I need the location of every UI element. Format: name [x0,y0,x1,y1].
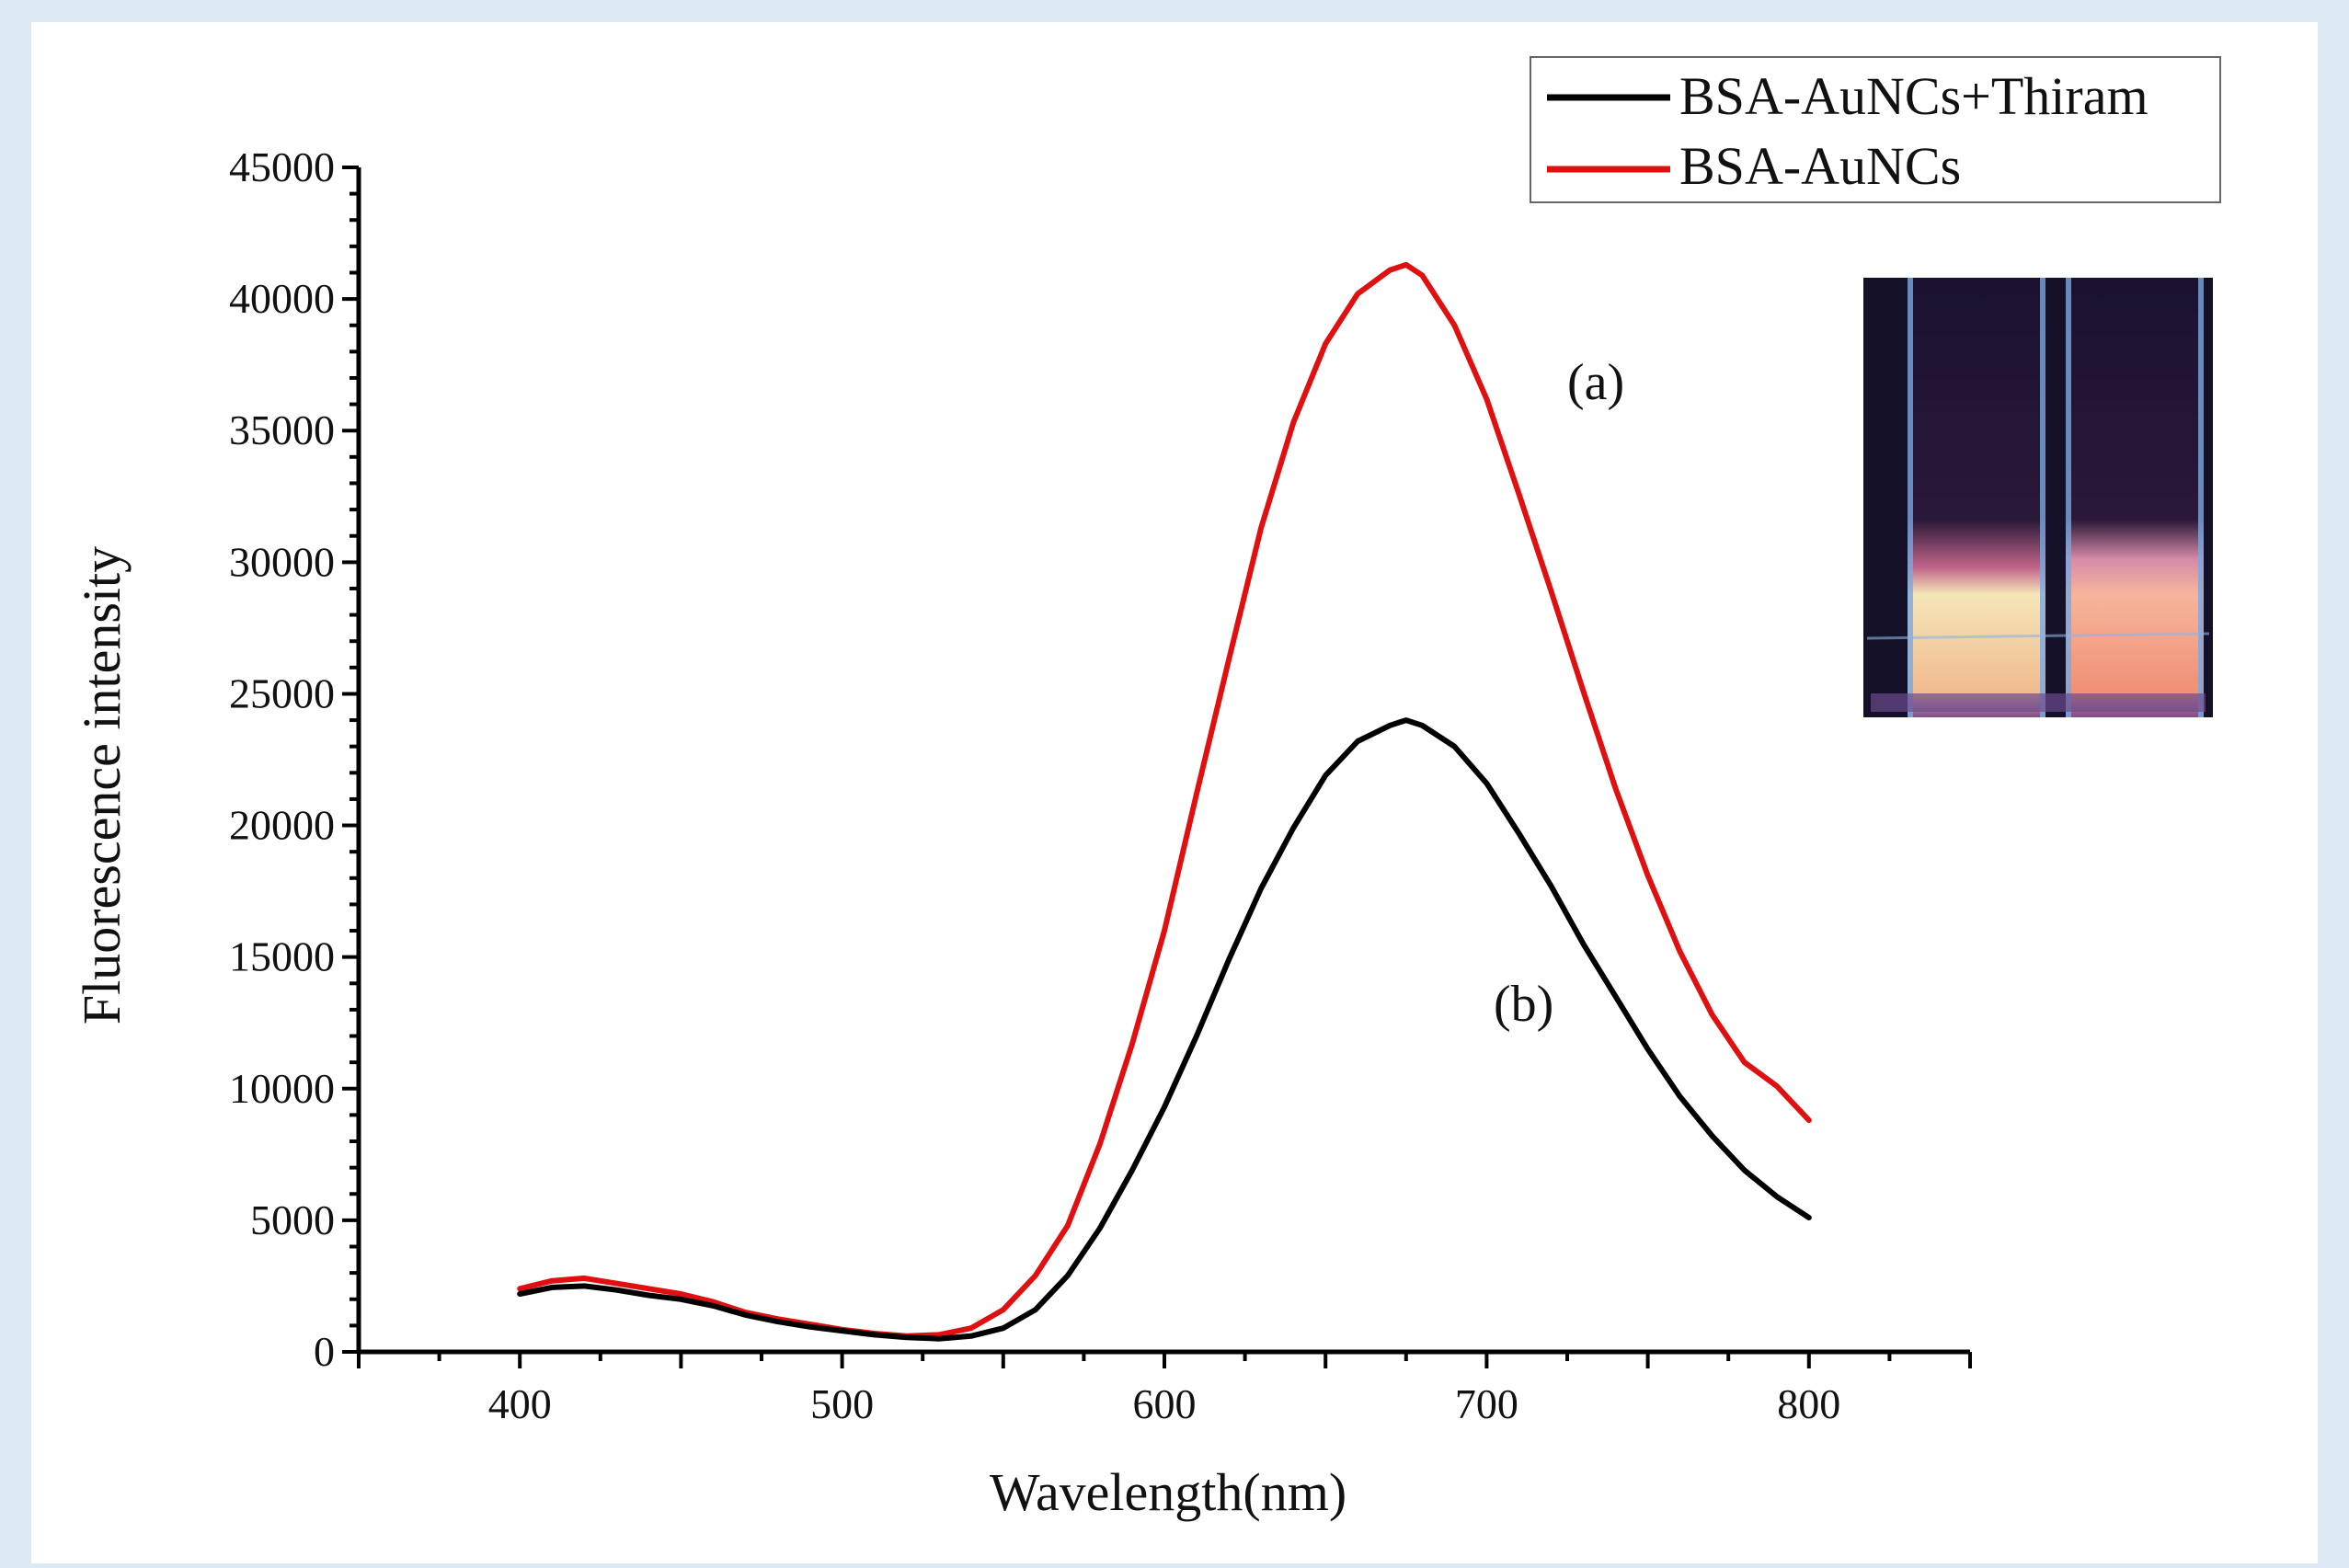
y-tick-label: 10000 [229,1065,335,1112]
x-tick-label: 600 [1133,1380,1197,1427]
fluorescence-chart: 400 500 600 700 800 0 5000 10000 15000 20000 25000… [72,56,2221,1522]
x-tick-label: 500 [810,1380,874,1427]
legend-box [1530,56,2221,203]
legend: BSA-AuNCs+Thiram BSA-AuNCs [1530,56,2221,203]
y-tick-label: 35000 [229,406,335,453]
y-tick-label: 15000 [229,933,335,980]
annotation-a: (a) [1567,354,1624,411]
legend-label-thiram: BSA-AuNCs+Thiram [1679,66,2148,126]
x-tick-label: 800 [1777,1380,1840,1427]
series-layer [517,261,1812,1342]
y-tick-label: 5000 [250,1196,335,1243]
series-line-bsa-aunc-thiram [517,717,1812,1342]
annotation-b: (b) [1494,976,1553,1033]
y-tick-label: 30000 [229,538,335,585]
figure-frame: 400 500 600 700 800 0 5000 10000 15000 20000 25000… [31,22,2318,1563]
y-tick-label: 25000 [229,670,335,716]
series-line-bsa-aunc [517,261,1812,1339]
axes: 400 500 600 700 800 0 5000 10000 15000 20000 25000… [229,143,1972,1427]
x-axis-title: Wavelength(nm) [990,1462,1346,1522]
y-tick-label: 20000 [229,802,335,849]
cuvette-photo-inset [1863,278,2213,717]
y-tick-label: 45000 [229,143,335,190]
y-tick-label: 0 [314,1328,335,1375]
x-tick-label: 700 [1455,1380,1518,1427]
y-tick-label: 40000 [229,275,335,322]
legend-label-bsa: BSA-AuNCs [1679,136,1961,196]
y-axis-title: Fluorescence intensity [72,546,132,1024]
x-tick-label: 400 [488,1380,552,1427]
